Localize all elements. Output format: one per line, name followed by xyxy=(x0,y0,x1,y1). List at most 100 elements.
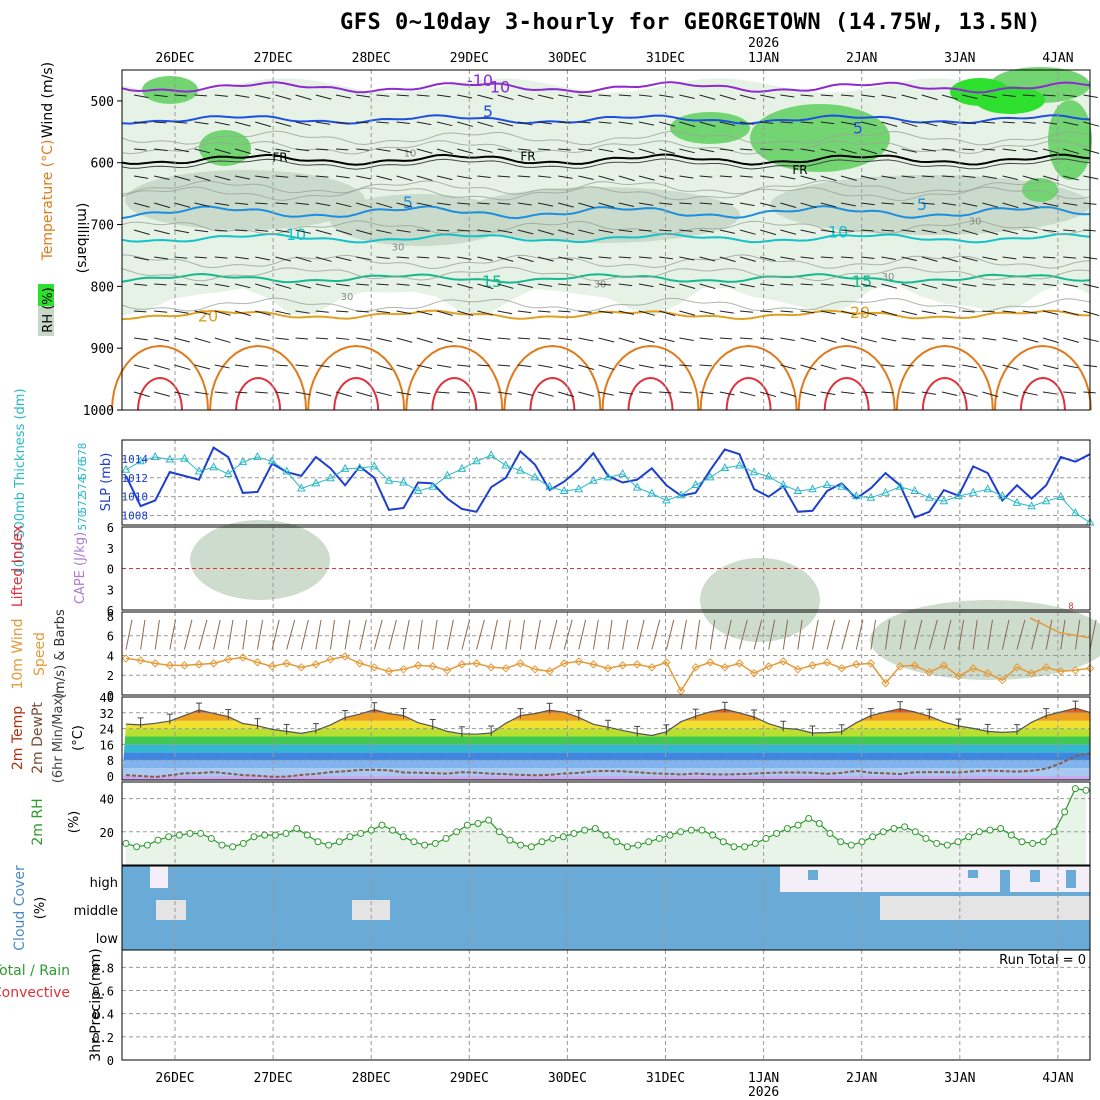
rh2m-frame xyxy=(121,781,1091,866)
rh-shade-green xyxy=(1048,100,1092,180)
rh-shade-mid xyxy=(125,170,365,230)
wind-barb xyxy=(638,229,652,232)
surface-wind-barb xyxy=(315,619,322,650)
wind-barb xyxy=(457,364,471,367)
wind-barb xyxy=(234,229,248,232)
wind-barb xyxy=(719,283,736,289)
thickness-marker xyxy=(428,481,438,490)
wind-barb xyxy=(679,391,693,394)
wind-barb xyxy=(154,337,170,342)
wind-barb xyxy=(780,256,795,260)
wind-barb xyxy=(1022,121,1036,124)
wind-barb xyxy=(315,229,332,235)
thickness-marker xyxy=(413,485,423,494)
rh-marker xyxy=(207,834,215,842)
rh-marker xyxy=(303,831,311,839)
wind-barb xyxy=(760,364,776,369)
wind-barb xyxy=(214,391,228,394)
wind-barb xyxy=(1063,94,1077,97)
wind-barb xyxy=(578,337,594,342)
wind-barb xyxy=(941,364,956,368)
wind-barb xyxy=(416,94,430,97)
wind-barb xyxy=(194,148,211,154)
surface-wind-barb xyxy=(432,619,438,650)
wind-speed-marker xyxy=(822,658,832,667)
wind-barb xyxy=(537,121,552,125)
wind-barb xyxy=(457,391,470,394)
thickness-marker xyxy=(822,479,832,489)
wind-speed-marker xyxy=(1071,666,1080,675)
wind-barb xyxy=(315,175,329,178)
precip-panel: 0 0.2 0.4 0.6 0.8 Run Total = 0 3hr Precip (mm… xyxy=(0,948,1090,1068)
wind-speed-marker xyxy=(1027,669,1036,678)
cloud-level-middle: middle xyxy=(74,904,118,919)
wind-barb xyxy=(416,391,431,395)
surface-wind-barb xyxy=(534,619,541,650)
wind-barb xyxy=(962,94,978,100)
cloud-level-low: low xyxy=(96,932,119,947)
run-total-label: Run Total = 0 xyxy=(999,953,1086,968)
wind-barb xyxy=(1063,283,1078,288)
wind-barb xyxy=(598,94,612,97)
wind-barb xyxy=(962,391,978,397)
precip-legend-total: Total / Rain xyxy=(0,963,70,979)
wind-barb xyxy=(295,175,308,178)
wind-barb xyxy=(376,94,390,97)
thickness-marker xyxy=(851,491,861,500)
wind-barb xyxy=(537,229,554,236)
thickness-marker xyxy=(530,472,540,481)
surface-wind-barb xyxy=(271,619,280,650)
surface-wind-barb xyxy=(724,619,732,650)
thickness-marker xyxy=(705,472,715,481)
wind-barb xyxy=(820,310,836,315)
wind-barb xyxy=(840,256,854,259)
wind-barb xyxy=(537,337,551,340)
wind-barb xyxy=(618,148,635,154)
pressure-tick-label: 1000 xyxy=(83,404,114,419)
wind-barb xyxy=(537,310,551,313)
wind-speed-marker xyxy=(238,653,248,662)
surface-wind-barb xyxy=(1031,619,1040,650)
thickness-marker xyxy=(735,460,744,469)
temp-color-bands xyxy=(122,708,1090,780)
top-date-axis: 26DEC 27DEC 28DEC 29DEC 30DEC 31DEC 1JAN 2JAN 3J… xyxy=(155,36,1073,66)
wind-barb xyxy=(659,202,673,205)
wind-barb xyxy=(275,256,292,262)
wind-barb xyxy=(477,202,490,205)
surface-wind-barb xyxy=(227,619,234,650)
surface-wind-barb xyxy=(563,619,573,650)
wind-barb xyxy=(921,175,935,178)
rh-marker xyxy=(165,833,173,841)
wind-barb xyxy=(558,94,573,99)
rh-marker xyxy=(922,834,930,842)
wind-barb xyxy=(962,175,976,178)
isotherm-label: FR xyxy=(792,163,807,177)
thickness-marker xyxy=(749,467,759,476)
wind-barb xyxy=(840,364,857,369)
wind-barb xyxy=(901,229,916,233)
wind-speed-marker xyxy=(516,659,525,668)
surface-wind-barb xyxy=(198,619,208,650)
wind-barb xyxy=(133,364,150,370)
wind-speed-axis-label: Speed xyxy=(32,632,48,676)
wind-barb xyxy=(558,202,574,208)
wind-barb xyxy=(356,175,372,180)
thickness-tick-label: 578 xyxy=(76,443,89,463)
wind-barb xyxy=(1063,310,1079,316)
thickness-marker xyxy=(618,468,627,477)
thickness-marker xyxy=(501,460,511,469)
wind-barb xyxy=(618,391,633,395)
wind-barb xyxy=(1083,337,1099,343)
wind-barb xyxy=(1002,94,1016,97)
wind-barb xyxy=(154,256,169,260)
wind-barb xyxy=(174,121,188,124)
wind-barb xyxy=(861,391,874,394)
wind-speed-marker xyxy=(706,658,715,667)
wind-barb xyxy=(618,310,635,315)
isotherm-label: -10 xyxy=(467,71,493,90)
wind-barb xyxy=(295,391,311,396)
wind-barb xyxy=(820,229,835,233)
wind-barb xyxy=(840,121,856,126)
wind-barb xyxy=(376,310,390,314)
precip-tick-label: 0.8 xyxy=(92,961,114,975)
